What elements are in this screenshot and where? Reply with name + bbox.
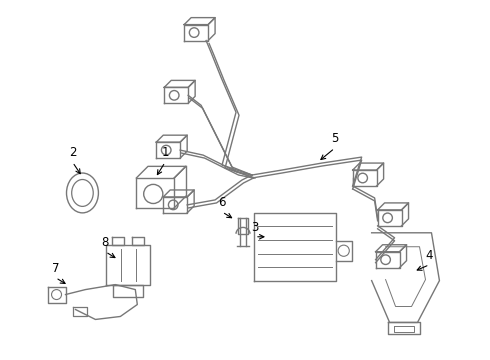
Text: 3: 3 [251, 221, 259, 234]
Text: 6: 6 [219, 196, 226, 209]
Text: 2: 2 [69, 146, 76, 159]
Text: 8: 8 [102, 236, 109, 249]
Text: 7: 7 [52, 262, 59, 275]
Text: 4: 4 [426, 249, 433, 262]
Text: 5: 5 [331, 132, 339, 145]
Text: 1: 1 [162, 146, 169, 159]
